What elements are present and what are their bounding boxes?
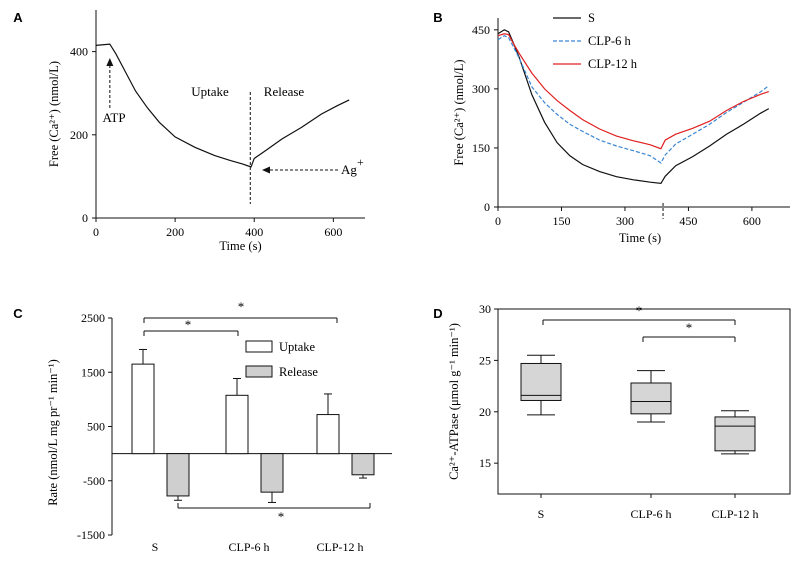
series-line-1 <box>497 35 770 164</box>
bar-uptake-0 <box>131 363 155 455</box>
y-tick-label: 300 <box>472 82 490 96</box>
category-label: S <box>152 540 159 554</box>
panel-d: D 15 20 25 30 Ca²⁺-ATPase (μmol g⁻¹ min⁻¹) S CL… <box>433 302 791 521</box>
box-2 <box>714 416 756 452</box>
y-tick-label: 200 <box>70 128 88 142</box>
atp-annotation: ATP <box>102 110 125 125</box>
y-tick-label: 25 <box>479 353 491 367</box>
release-annotation: Release <box>264 84 305 99</box>
significance-star: * <box>686 320 693 335</box>
ag-annotation: Ag <box>341 162 357 177</box>
x-tick-label: 200 <box>166 225 184 239</box>
atp-arrow-head <box>106 58 114 66</box>
bar-uptake-2 <box>316 414 340 455</box>
uptake-annotation: Uptake <box>191 84 229 99</box>
box-1 <box>630 382 672 415</box>
x-axis-label: Time (s) <box>219 239 261 253</box>
panel-label-b: B <box>433 10 442 25</box>
category-label: CLP-6 h <box>228 540 269 554</box>
legend-label-2: CLP-12 h <box>588 57 638 71</box>
plot-frame <box>497 308 791 495</box>
legend-label-1: CLP-6 h <box>588 34 631 48</box>
significance-star: * <box>636 303 643 318</box>
significance-star: * <box>278 509 285 524</box>
panel-label-a: A <box>13 10 23 25</box>
bar-uptake-1 <box>225 394 249 455</box>
y-tick-label: 1500 <box>81 365 105 379</box>
x-tick-label: 0 <box>93 225 99 239</box>
y-tick-label: -1500 <box>77 528 105 542</box>
x-tick-label: 0 <box>495 214 501 228</box>
y-axis-label: Rate (nmol/L mg pr⁻¹ min⁻¹) <box>46 359 60 506</box>
x-tick-label: 450 <box>679 214 697 228</box>
panel-label-d: D <box>433 306 442 321</box>
panel-c: C -1500 -500 500 1500 2500 Rate (nmol/L mg pr⁻… <box>13 299 392 554</box>
ag-superscript: + <box>357 155 364 169</box>
x-tick-label: 600 <box>324 225 342 239</box>
legend-label-0: Uptake <box>279 340 316 354</box>
category-label: CLP-12 h <box>316 540 363 554</box>
bar-release-2 <box>351 453 375 476</box>
significance-star: * <box>185 317 192 332</box>
y-axis-label: Ca²⁺-ATPase (μmol g⁻¹ min⁻¹) <box>447 323 461 480</box>
panel-label-c: C <box>13 306 23 321</box>
y-tick-label: 0 <box>82 211 88 225</box>
significance-star: * <box>238 299 245 314</box>
x-axis-label: Time (s) <box>619 231 661 245</box>
legend-label-1: Release <box>279 365 318 379</box>
ag-arrow-head <box>262 166 270 174</box>
series-line-2 <box>497 33 769 150</box>
series-line <box>95 43 350 168</box>
y-tick-label: 450 <box>472 23 490 37</box>
x-tick-label: 300 <box>616 214 634 228</box>
category-label: CLP-6 h <box>630 507 671 521</box>
series-line-0 <box>497 29 770 185</box>
bar-release-1 <box>260 453 284 493</box>
y-tick-label: -500 <box>83 474 105 488</box>
y-tick-label: 400 <box>70 45 88 59</box>
y-axis-label: Free (Ca²⁺) (nmol/L) <box>47 61 61 167</box>
legend-label-0: S <box>588 11 595 25</box>
y-axis-label: Free (Ca²⁺) (nmol/L) <box>452 59 466 165</box>
x-tick-label: 400 <box>245 225 263 239</box>
y-tick-label: 2500 <box>81 311 105 325</box>
y-tick-label: 150 <box>472 141 490 155</box>
y-tick-label: 20 <box>479 405 491 419</box>
x-tick-label: 600 <box>743 214 761 228</box>
panel-a: A 0 200 400 0 200 400 600 Time (s) Free (Ca²⁺) (n… <box>13 10 365 253</box>
category-label: CLP-12 h <box>711 507 758 521</box>
y-tick-label: 500 <box>87 420 105 434</box>
panel-b: B 0 150 300 450 0 150 300 450 600 Time (s) Free (Ca… <box>433 10 790 245</box>
x-tick-label: 150 <box>552 214 570 228</box>
y-tick-label: 15 <box>479 456 491 470</box>
box-0 <box>520 362 562 401</box>
y-tick-label: 0 <box>484 200 490 214</box>
bar-release-0 <box>166 453 190 497</box>
legend-swatch-1 <box>245 365 273 378</box>
category-label: S <box>538 507 545 521</box>
y-tick-label: 30 <box>479 302 491 316</box>
legend-swatch-0 <box>245 340 273 353</box>
